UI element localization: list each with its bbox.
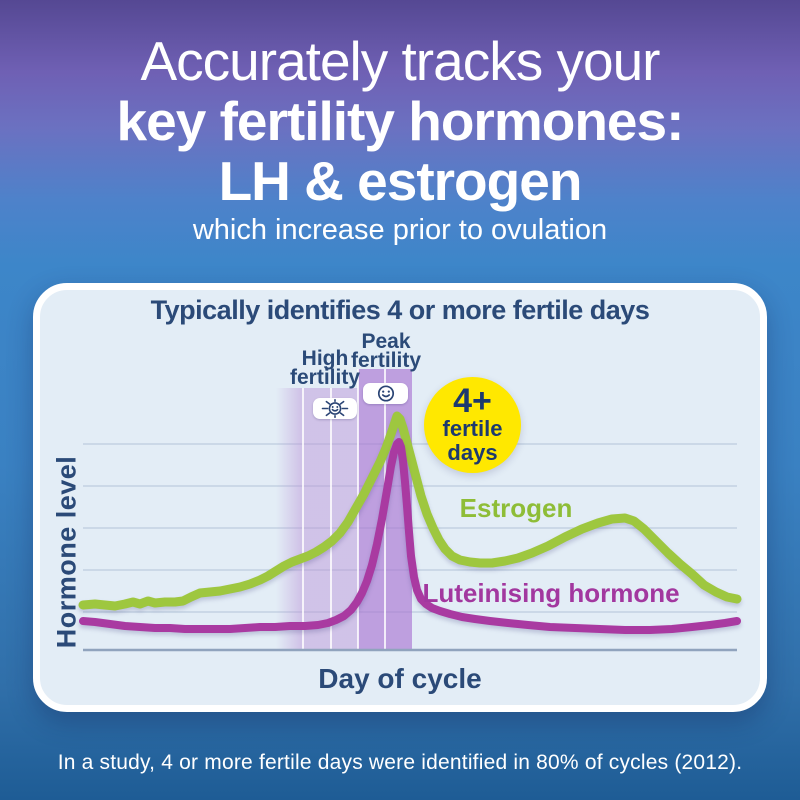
high-fertility-label: High fertility [289, 347, 361, 389]
peak-fertility-label: Peak fertility [350, 330, 422, 372]
hero-title-line2: key fertility hormones: [116, 90, 685, 152]
chart-title: Typically identifies 4 or more fertile d… [150, 295, 650, 325]
high-fertility-pill [313, 398, 357, 419]
peak-fertility-pill [363, 383, 408, 404]
sun-smiley-icon [321, 399, 349, 418]
lh-series-label: Luteinising hormone [422, 578, 680, 608]
fertile-days-badge: 4+ fertile days [424, 377, 521, 473]
y-axis-label: Hormone level [51, 455, 82, 649]
footer-study-note: In a study, 4 or more fertile days were … [57, 751, 743, 774]
badge-number: 4+ [453, 382, 492, 420]
x-axis-label: Day of cycle [318, 663, 482, 694]
estrogen-series-label: Estrogen [459, 493, 573, 523]
hero-subtitle: which increase prior to ovulation [192, 214, 608, 246]
smiley-icon [377, 385, 394, 402]
hero-title-line3: LH & estrogen [218, 150, 583, 212]
hero-title-line1: Accurately tracks your [140, 30, 660, 92]
